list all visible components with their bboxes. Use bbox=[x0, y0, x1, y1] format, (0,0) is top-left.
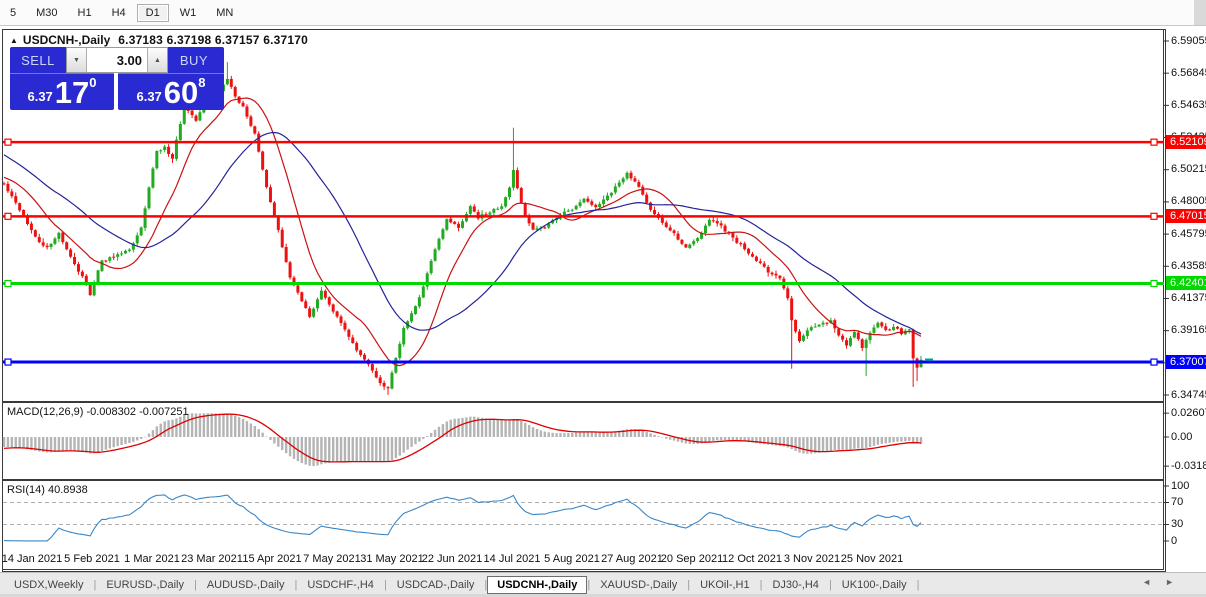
chart-tab-usdchf-h4[interactable]: USDCHF-,H4 bbox=[307, 579, 374, 591]
volume-decrease-button[interactable]: ▼ bbox=[67, 48, 87, 72]
buy-price-pip: 8 bbox=[198, 75, 206, 90]
tab-separator: | bbox=[383, 579, 387, 591]
price-tick-label: 6.45795 bbox=[1171, 227, 1206, 240]
tab-separator: | bbox=[916, 579, 920, 591]
rsi-tick-label: 70 bbox=[1171, 496, 1184, 508]
level-price-label: 6.47015 bbox=[1166, 208, 1206, 223]
timeframe-button-w1[interactable]: W1 bbox=[179, 6, 197, 19]
price-tick-label: 6.34745 bbox=[1171, 388, 1206, 401]
date-tick-label: 1 Mar 2021 bbox=[124, 553, 180, 565]
tab-separator: | bbox=[484, 579, 488, 591]
sell-price-digits: 17 bbox=[54, 75, 90, 110]
date-tick-label: 15 Apr 2021 bbox=[242, 553, 302, 565]
price-tick-label: 6.48005 bbox=[1171, 195, 1206, 208]
tab-scroll-right-icon[interactable]: ► bbox=[1165, 577, 1188, 587]
chart-tab-usdx-weekly[interactable]: USDX,Weekly bbox=[14, 579, 84, 591]
tab-separator: | bbox=[828, 579, 832, 591]
timeframe-toolbar: 5 M30 H1 H4 D1 W1 MN bbox=[0, 0, 1206, 26]
sell-button[interactable]: SELL bbox=[21, 52, 55, 68]
timeframe-button-mn[interactable]: MN bbox=[216, 6, 234, 19]
buy-price-digits: 60 bbox=[163, 75, 199, 110]
buy-price-prefix: 6.37 bbox=[136, 89, 162, 104]
date-tick-label: 23 Mar 2021 bbox=[181, 553, 243, 565]
chart-tab-ukoil-h1[interactable]: UKOil-,H1 bbox=[700, 579, 750, 591]
level-price-label: 6.42401 bbox=[1166, 276, 1206, 290]
chart-tab-audusd-daily[interactable]: AUDUSD-,Daily bbox=[206, 579, 285, 591]
price-tick-label: 6.39165 bbox=[1171, 324, 1206, 337]
sell-panel: SELL 6.37 17 0 bbox=[10, 47, 114, 110]
chart-ohlc-quotes: 6.37183 6.37198 6.37157 6.37170 bbox=[118, 33, 308, 47]
chart-title: ▲ USDCNH-,Daily 6.37183 6.37198 6.37157 … bbox=[10, 33, 308, 47]
level-price-label: 6.37007 bbox=[1166, 354, 1206, 369]
timeframe-button-h4[interactable]: H4 bbox=[111, 6, 126, 19]
one-click-trade-panel: SELL 6.37 17 0 BUY 6.37 60 8 ▼ ▲ bbox=[10, 47, 224, 110]
chart-tabbar-zone: USDX,Weekly | EURUSD-,Daily | AUDUSD-,Daily |… bbox=[0, 572, 1206, 597]
status-strip bbox=[0, 594, 1206, 597]
date-tick-label: 31 May 2021 bbox=[360, 553, 424, 565]
macd-tick-label: -0.03187 bbox=[1171, 459, 1206, 472]
rsi-tick-label: 30 bbox=[1171, 518, 1184, 530]
date-tick-label: 3 Nov 2021 bbox=[783, 553, 841, 565]
rsi-tick-label: 0 bbox=[1171, 534, 1178, 547]
tab-scroll-left-icon[interactable]: ◄ bbox=[1142, 577, 1166, 587]
chart-symbol-label: USDCNH-,Daily bbox=[22, 33, 111, 47]
price-tick-label: 6.56845 bbox=[1171, 66, 1206, 79]
chart-tab-eurusd-daily[interactable]: EURUSD-,Daily bbox=[106, 579, 184, 591]
chart-tab-xauusd-daily[interactable]: XAUUSD-,Daily bbox=[600, 579, 678, 591]
level-price-label: 6.52109 bbox=[1166, 134, 1206, 149]
timeframe-button-h1[interactable]: H1 bbox=[77, 6, 92, 19]
date-tick-label: 14 Jan 2021 bbox=[1, 553, 63, 565]
rsi-indicator-label: RSI(14) 40.8938 bbox=[7, 484, 88, 496]
buy-price[interactable]: 6.37 60 8 bbox=[118, 74, 224, 110]
date-tick-label: 20 Sep 2021 bbox=[660, 553, 724, 565]
chart-tab-uk100-daily[interactable]: UK100-,Daily bbox=[841, 579, 907, 591]
volume-increase-button[interactable]: ▲ bbox=[147, 48, 167, 72]
sell-price[interactable]: 6.37 17 0 bbox=[10, 74, 114, 110]
collapse-arrow-icon[interactable]: ▲ bbox=[10, 35, 18, 45]
toolbar-right-strip bbox=[1194, 0, 1206, 25]
date-tick-label: 12 Oct 2021 bbox=[722, 553, 782, 565]
panel-separator bbox=[118, 73, 224, 74]
price-tick-label: 6.54635 bbox=[1171, 98, 1206, 111]
tab-separator: | bbox=[587, 579, 591, 591]
tab-separator: | bbox=[294, 579, 298, 591]
timeframe-button-5[interactable]: 5 bbox=[10, 6, 17, 19]
timeframe-button-d1[interactable]: D1 bbox=[136, 3, 169, 22]
buy-button[interactable]: BUY bbox=[179, 52, 209, 68]
date-tick-label: 14 Jul 2021 bbox=[483, 553, 541, 565]
rsi-tick-label: 100 bbox=[1171, 479, 1190, 492]
chart-tab-usdcad-daily[interactable]: USDCAD-,Daily bbox=[396, 579, 475, 591]
macd-indicator-label: MACD(12,26,9) -0.008302 -0.007251 bbox=[7, 406, 189, 418]
date-tick-label: 25 Nov 2021 bbox=[840, 553, 904, 565]
price-tick-label: 6.41375 bbox=[1171, 291, 1206, 304]
date-tick-label: 27 Aug 2021 bbox=[601, 553, 663, 565]
chart-tab-usdcnh-daily[interactable]: USDCNH-,Daily bbox=[487, 576, 588, 594]
tab-separator: | bbox=[687, 579, 691, 591]
chart-tab-dj30-h4[interactable]: DJ30-,H4 bbox=[772, 579, 819, 591]
sell-price-pip: 0 bbox=[89, 75, 97, 90]
price-tick-label: 6.50215 bbox=[1171, 163, 1206, 176]
date-tick-label: 5 Aug 2021 bbox=[544, 553, 600, 565]
tab-scroll-arrows[interactable]: ◄► bbox=[1142, 577, 1188, 587]
macd-tick-label: 0.00 bbox=[1171, 430, 1193, 443]
volume-input[interactable] bbox=[87, 48, 147, 72]
date-tick-label: 5 Feb 2021 bbox=[64, 553, 120, 565]
tab-separator: | bbox=[193, 579, 197, 591]
timeframe-button-m30[interactable]: M30 bbox=[36, 6, 58, 19]
tab-separator: | bbox=[759, 579, 763, 591]
price-tick-label: 6.59055 bbox=[1171, 34, 1206, 47]
macd-tick-label: 0.02607 bbox=[1171, 406, 1206, 419]
tab-separator: | bbox=[93, 579, 97, 591]
date-tick-label: 22 Jun 2021 bbox=[421, 553, 483, 565]
sell-price-prefix: 6.37 bbox=[27, 89, 53, 104]
panel-separator bbox=[10, 73, 114, 74]
date-tick-label: 7 May 2021 bbox=[303, 553, 361, 565]
volume-spinner: ▼ ▲ bbox=[66, 47, 168, 73]
price-tick-label: 6.43585 bbox=[1171, 259, 1206, 272]
chart-tabbar: USDX,Weekly | EURUSD-,Daily | AUDUSD-,Daily |… bbox=[4, 575, 919, 595]
